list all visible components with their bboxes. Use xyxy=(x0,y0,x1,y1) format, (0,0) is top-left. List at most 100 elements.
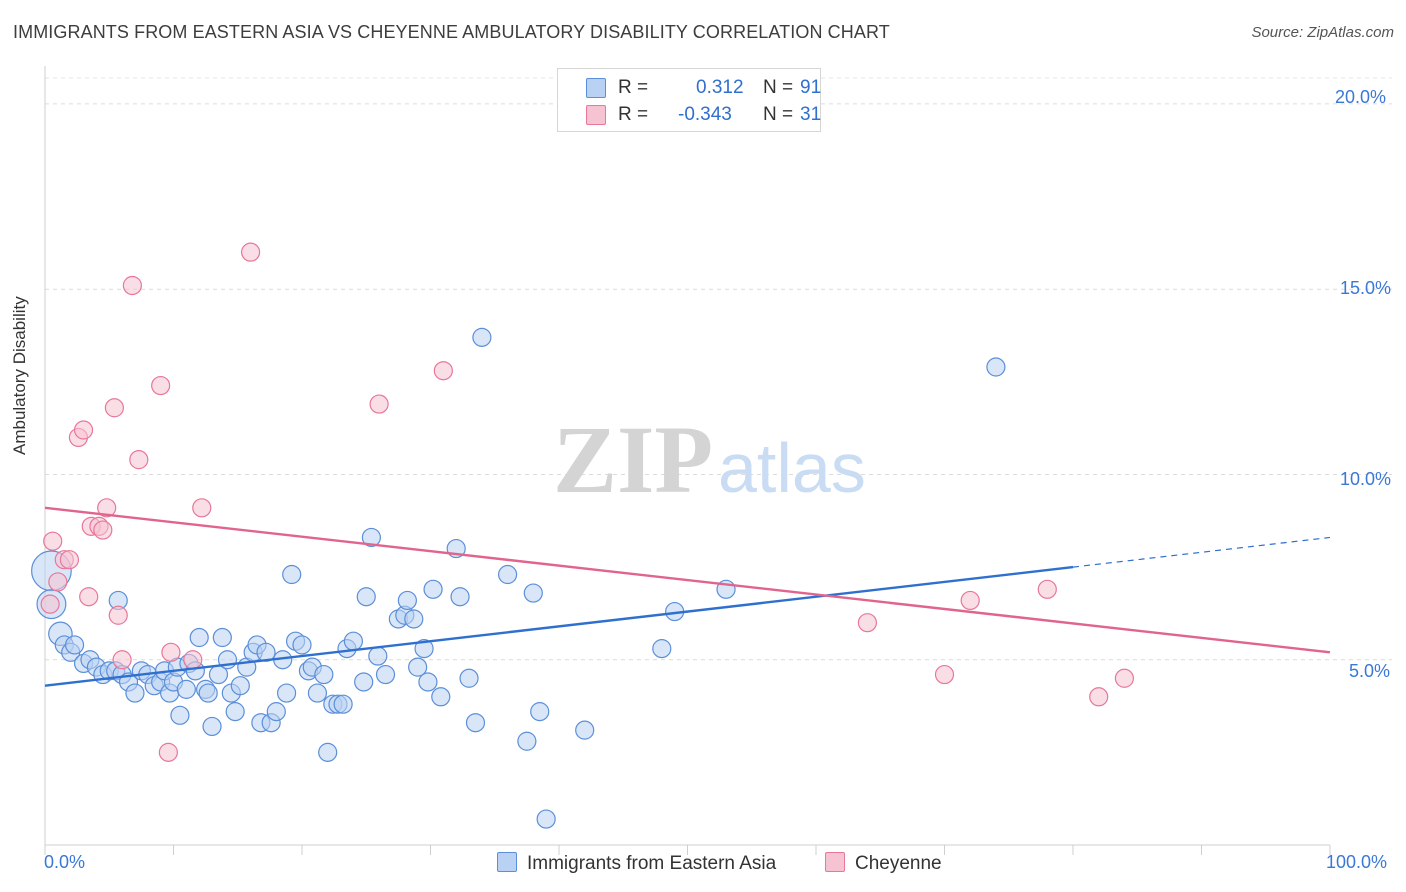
watermark-zip: ZIP xyxy=(553,406,713,513)
cheyenne-point xyxy=(1114,668,1135,688)
eastern-asia-point xyxy=(189,627,209,648)
eastern-asia-point xyxy=(230,676,250,696)
eastern-asia-point xyxy=(356,587,376,607)
eastern-asia-point xyxy=(202,716,222,737)
eastern-asia-point xyxy=(361,527,381,548)
legend-series-name: Cheyenne xyxy=(855,853,942,874)
eastern-asia-trendline-extension xyxy=(1072,536,1331,568)
eastern-asia-point xyxy=(472,327,492,347)
eastern-asia-point xyxy=(354,672,374,692)
cheyenne-point xyxy=(73,420,94,440)
eastern-asia-trendline xyxy=(44,565,1074,687)
cheyenne-point xyxy=(112,650,132,670)
eastern-asia-point xyxy=(266,702,286,722)
chart-title: IMMIGRANTS FROM EASTERN ASIA VS CHEYENNE… xyxy=(13,22,890,42)
cheyenne-point xyxy=(97,498,117,518)
eastern-asia-point xyxy=(465,713,486,733)
cheyenne-point xyxy=(433,361,453,381)
eastern-asia-point xyxy=(450,587,470,607)
cheyenne-point xyxy=(934,664,955,685)
eastern-asia-point xyxy=(536,809,556,829)
eastern-asia-point xyxy=(212,627,232,648)
legend-swatch-cheyenne xyxy=(586,105,606,125)
cheyenne-point xyxy=(108,605,128,625)
eastern-asia-point xyxy=(652,639,672,659)
legend-n-value: 31 xyxy=(800,104,822,125)
cheyenne-point xyxy=(129,450,149,470)
legend-r-label: R = xyxy=(618,104,649,125)
x-tick-label: 0.0% xyxy=(44,852,86,872)
eastern-asia-point xyxy=(176,679,196,699)
cheyenne-point xyxy=(241,242,261,262)
cheyenne-point xyxy=(1037,579,1057,599)
eastern-asia-point xyxy=(64,635,85,655)
eastern-asia-point xyxy=(397,590,417,611)
y-tick-label: 15.0% xyxy=(1340,278,1392,298)
eastern-asia-point xyxy=(575,720,595,740)
y-tick-label: 20.0% xyxy=(1335,87,1387,107)
legend-r-value: 0.312 xyxy=(696,77,744,98)
cheyenne-point xyxy=(192,498,212,518)
eastern-asia-point xyxy=(314,664,334,685)
source-label: Source: ZipAtlas.com xyxy=(1251,24,1394,41)
eastern-asia-point xyxy=(498,564,518,585)
legend-swatch-cheyenne xyxy=(825,852,845,872)
cheyenne-point xyxy=(104,398,124,418)
eastern-asia-point xyxy=(408,657,428,677)
y-tick-label: 10.0% xyxy=(1340,469,1392,489)
eastern-asia-point xyxy=(418,672,438,692)
eastern-asia-point xyxy=(423,579,443,599)
bottom-legend-cheyenne: Cheyenne xyxy=(825,852,942,875)
legend-r-value: -0.343 xyxy=(678,104,732,125)
eastern-asia-point xyxy=(523,583,543,603)
cheyenne-point xyxy=(960,590,980,611)
eastern-asia-point xyxy=(333,694,353,714)
eastern-asia-point xyxy=(318,742,338,762)
cheyenne-point xyxy=(79,587,99,607)
cheyenne-point xyxy=(183,650,203,670)
correlation-legend: R = 0.312 N = 91 R = -0.343 N = 31 xyxy=(557,68,821,132)
eastern-asia-point xyxy=(125,683,145,703)
legend-r-label: R = xyxy=(618,77,649,98)
eastern-asia-point xyxy=(307,683,328,703)
eastern-asia-point xyxy=(170,705,190,725)
legend-swatch-eastern-asia xyxy=(586,78,606,98)
eastern-asia-point xyxy=(404,609,424,629)
eastern-asia-point xyxy=(517,731,537,751)
cheyenne-trendline xyxy=(44,506,1331,654)
eastern-asia-point xyxy=(431,687,451,707)
legend-n-label: N = xyxy=(763,104,794,125)
eastern-asia-point xyxy=(276,683,297,703)
eastern-asia-point xyxy=(530,702,550,722)
eastern-asia-point xyxy=(368,646,388,666)
eastern-asia-point xyxy=(225,702,245,722)
cheyenne-point xyxy=(43,531,63,551)
legend-swatch-eastern-asia xyxy=(497,852,517,872)
eastern-asia-point xyxy=(375,664,396,685)
eastern-asia-point xyxy=(292,635,312,655)
cheyenne-point xyxy=(59,550,80,570)
cheyenne-point xyxy=(369,394,389,414)
watermark-atlas: atlas xyxy=(718,429,866,507)
eastern-asia-point xyxy=(198,683,218,703)
cheyenne-point xyxy=(1089,687,1109,707)
y-axis-label: Ambulatory Disability xyxy=(10,296,29,455)
eastern-asia-point xyxy=(986,357,1006,377)
bottom-legend-eastern-asia: Immigrants from Eastern Asia xyxy=(497,852,776,875)
cheyenne-point xyxy=(857,613,878,633)
legend-n-value: 91 xyxy=(800,77,822,98)
eastern-asia-point xyxy=(343,631,363,651)
legend-series-name: Immigrants from Eastern Asia xyxy=(527,853,777,874)
cheyenne-point xyxy=(40,594,60,614)
eastern-asia-point xyxy=(282,564,302,585)
cheyenne-point xyxy=(158,742,178,762)
cheyenne-point xyxy=(122,275,142,296)
y-tick-label: 5.0% xyxy=(1349,661,1391,681)
legend-n-label: N = xyxy=(763,77,794,98)
eastern-asia-point xyxy=(459,668,479,688)
eastern-asia-point xyxy=(414,639,434,659)
cheyenne-point xyxy=(161,642,181,662)
x-tick-label: 100.0% xyxy=(1326,852,1388,872)
cheyenne-point xyxy=(48,572,68,592)
